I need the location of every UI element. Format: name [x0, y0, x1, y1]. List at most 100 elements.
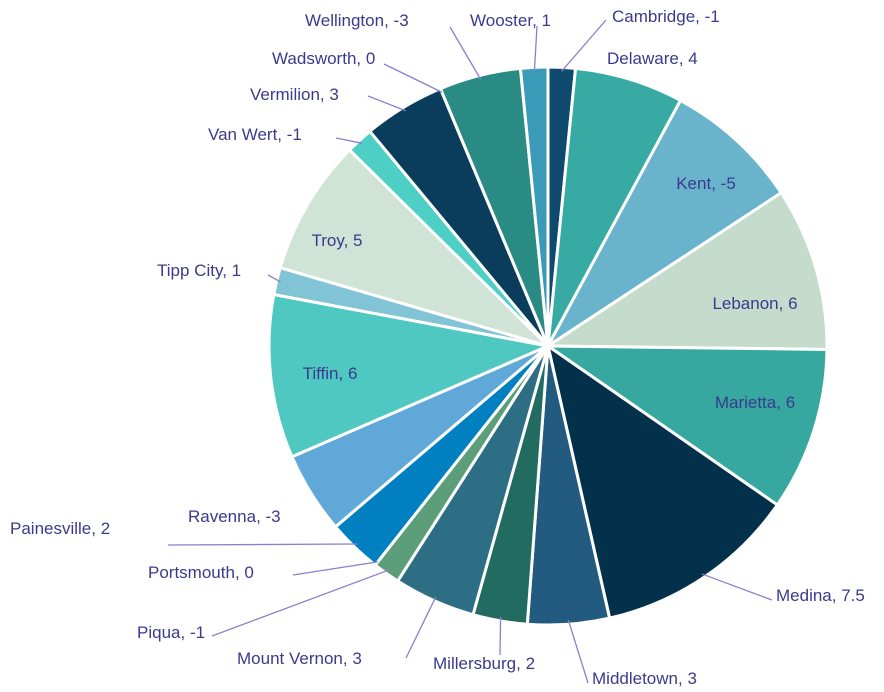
label-value: 3 — [687, 669, 696, 688]
label-value: 5 — [353, 231, 362, 250]
label-separator: , — [695, 7, 704, 26]
label-separator: , — [679, 49, 688, 68]
leader-line — [167, 543, 358, 546]
label-separator: , — [222, 261, 231, 280]
data-label: Middletown, 3 — [592, 669, 697, 688]
label-value: 7.5 — [841, 586, 865, 605]
label-value: 6 — [786, 393, 795, 412]
label-name: Portsmouth — [148, 563, 235, 582]
label-separator: , — [384, 11, 393, 30]
label-separator: , — [277, 125, 286, 144]
leader-line — [561, 19, 607, 72]
label-name: Medina — [776, 586, 832, 605]
label-name: Wellington — [305, 11, 384, 30]
label-name: Tiffin — [303, 364, 339, 383]
leader-line — [567, 620, 589, 684]
pie-slice — [278, 148, 550, 348]
label-value: 2 — [526, 654, 535, 673]
label-name: Middletown — [592, 669, 678, 688]
label-value: 0 — [366, 49, 375, 68]
pie-slice — [546, 191, 829, 351]
pie-slice — [546, 344, 779, 620]
pie-slice — [267, 293, 550, 459]
data-label: Delaware, 4 — [607, 49, 698, 68]
label-value: 4 — [688, 49, 697, 68]
data-label: Van Wert, -1 — [208, 125, 302, 144]
leader-line — [383, 63, 443, 93]
label-value: 1 — [542, 11, 551, 30]
pie-slice — [546, 344, 829, 507]
label-separator: , — [776, 393, 785, 412]
label-separator: , — [256, 507, 265, 526]
label-value: -1 — [287, 125, 302, 144]
leader-line — [405, 596, 437, 659]
label-separator: , — [338, 364, 347, 383]
data-label: Wadsworth, 0 — [272, 49, 375, 68]
label-separator: , — [532, 11, 541, 30]
label-name: Piqua — [137, 623, 181, 642]
data-label: Medina, 7.5 — [776, 586, 865, 605]
label-name: Wooster — [470, 11, 533, 30]
data-label: Portsmouth, 0 — [148, 563, 254, 582]
label-value: -5 — [721, 174, 736, 193]
label-name: Painesville — [10, 519, 91, 538]
leader-line — [267, 274, 281, 283]
label-separator: , — [516, 654, 525, 673]
label-value: 1 — [232, 261, 241, 280]
data-label: Troy, 5 — [311, 231, 362, 250]
data-label: Millersburg, 2 — [433, 654, 535, 673]
label-value: -1 — [705, 7, 720, 26]
leader-line — [499, 616, 502, 656]
label-separator: , — [711, 174, 720, 193]
label-name: Ravenna — [188, 507, 257, 526]
label-separator: , — [356, 49, 365, 68]
label-separator: , — [678, 669, 687, 688]
label-value: -3 — [266, 507, 281, 526]
label-separator: , — [343, 649, 352, 668]
label-separator: , — [779, 294, 788, 313]
label-value: 0 — [244, 563, 253, 582]
label-separator: , — [235, 563, 244, 582]
data-label: Mount Vernon, 3 — [237, 649, 362, 668]
label-value: 2 — [101, 519, 110, 538]
label-value: 6 — [788, 294, 797, 313]
label-name: Millersburg — [433, 654, 516, 673]
label-name: Troy — [311, 231, 345, 250]
data-label: Wellington, -3 — [305, 11, 409, 30]
leader-line — [292, 561, 378, 576]
label-name: Tipp City — [157, 261, 224, 280]
label-value: -1 — [190, 623, 205, 642]
leader-line — [335, 137, 363, 144]
label-separator: , — [344, 231, 353, 250]
data-label: Cambridge, -1 — [612, 7, 720, 26]
label-value: 6 — [348, 364, 357, 383]
data-label: Painesville, 2 — [10, 519, 110, 538]
data-label: Tiffin, 6 — [303, 364, 358, 383]
data-label: Wooster, 1 — [470, 11, 551, 30]
label-value: 3 — [352, 649, 361, 668]
leader-line — [211, 569, 389, 637]
label-name: Lebanon — [712, 294, 778, 313]
label-separator: , — [832, 586, 841, 605]
label-name: Delaware — [607, 49, 679, 68]
data-label: Piqua, -1 — [137, 623, 205, 642]
label-separator: , — [91, 519, 100, 538]
data-label: Vermilion, 3 — [250, 85, 339, 104]
leader-line — [533, 25, 538, 72]
data-label: Kent, -5 — [676, 174, 736, 193]
label-separator: , — [320, 85, 329, 104]
leader-line — [449, 26, 482, 80]
label-value: -3 — [394, 11, 409, 30]
label-name: Wadsworth — [272, 49, 356, 68]
label-value: 3 — [329, 85, 338, 104]
data-label: Ravenna, -3 — [188, 507, 281, 526]
label-name: Mount Vernon — [237, 649, 343, 668]
label-name: Cambridge — [612, 7, 695, 26]
label-name: Kent — [676, 174, 711, 193]
data-label: Lebanon, 6 — [712, 294, 797, 313]
leader-line — [367, 95, 406, 112]
label-name: Marietta — [715, 393, 777, 412]
data-label: Tipp City, 1 — [157, 261, 241, 280]
label-name: Van Wert — [208, 125, 278, 144]
